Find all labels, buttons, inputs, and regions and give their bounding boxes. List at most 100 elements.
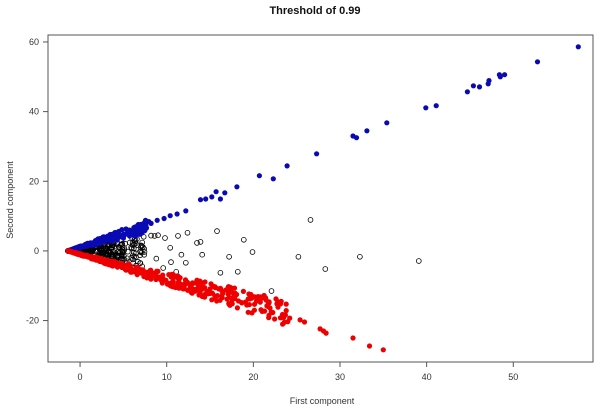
data-point — [276, 301, 282, 307]
data-point — [423, 105, 429, 111]
data-point — [217, 297, 223, 303]
data-point — [287, 315, 293, 321]
data-point — [142, 228, 148, 234]
data-point — [139, 244, 146, 251]
data-point — [256, 173, 262, 179]
data-point — [227, 302, 233, 308]
data-point — [120, 232, 126, 238]
data-point — [153, 255, 160, 262]
data-point — [322, 266, 329, 272]
data-point — [235, 268, 241, 275]
data-point — [119, 249, 126, 255]
data-point — [131, 245, 137, 252]
data-point — [203, 196, 209, 202]
data-point — [245, 296, 251, 302]
data-point — [124, 231, 130, 237]
data-point — [137, 260, 143, 266]
data-point — [384, 120, 390, 126]
data-point — [73, 250, 79, 256]
data-point — [148, 220, 154, 226]
data-point — [85, 241, 91, 247]
data-point — [283, 301, 289, 307]
data-point — [110, 260, 116, 266]
data-point — [112, 245, 119, 251]
data-point — [212, 284, 218, 290]
data-point — [214, 293, 221, 299]
data-point — [183, 259, 189, 266]
x-axis: 0 10 20 30 40 50 — [78, 362, 518, 382]
data-point — [168, 259, 174, 265]
data-point — [433, 103, 439, 109]
data-point — [141, 252, 148, 258]
data-point — [268, 288, 275, 294]
data-point — [239, 300, 245, 306]
data-point — [317, 326, 323, 332]
data-point — [177, 275, 183, 281]
data-point — [135, 222, 141, 228]
x-tick-label: 20 — [248, 372, 258, 382]
data-point — [141, 246, 148, 252]
data-point — [167, 245, 174, 251]
data-point — [217, 285, 224, 291]
data-point — [159, 278, 165, 284]
data-point — [109, 244, 115, 251]
data-point — [281, 319, 287, 325]
data-point — [234, 184, 240, 190]
data-point — [131, 269, 137, 275]
series-0a0ab4 — [65, 44, 581, 254]
data-point — [121, 247, 128, 253]
data-point — [415, 258, 422, 264]
data-point — [97, 235, 103, 242]
series-000000 — [65, 217, 422, 294]
data-point — [123, 226, 129, 232]
data-point — [476, 84, 483, 90]
data-point — [197, 197, 204, 203]
y-tick-label: 0 — [34, 246, 39, 256]
data-point — [284, 163, 290, 169]
data-point — [84, 252, 90, 258]
data-point — [234, 291, 240, 298]
data-point — [534, 59, 541, 65]
data-point — [364, 128, 370, 134]
data-point — [175, 233, 181, 239]
data-point — [200, 280, 206, 286]
data-point — [301, 319, 308, 325]
data-point — [125, 248, 131, 255]
data-point — [114, 234, 121, 240]
data-point — [151, 233, 158, 239]
data-point — [165, 280, 171, 286]
data-point — [267, 305, 273, 311]
data-point — [161, 215, 167, 222]
data-point — [167, 213, 173, 219]
data-point — [187, 282, 193, 288]
data-point — [194, 240, 200, 246]
data-points — [65, 44, 581, 353]
data-point — [199, 251, 206, 258]
data-point — [138, 226, 144, 232]
data-point — [124, 255, 130, 262]
x-tick-label: 0 — [78, 372, 83, 382]
y-tick-label: 40 — [29, 107, 39, 117]
data-point — [156, 274, 162, 280]
data-point — [225, 291, 231, 297]
data-point — [262, 308, 268, 314]
x-axis-label: First component — [290, 396, 355, 406]
data-point — [162, 235, 168, 241]
data-point — [90, 240, 96, 247]
data-point — [176, 285, 182, 291]
chart-title: Threshold of 0.99 — [269, 5, 361, 17]
data-point — [485, 81, 491, 87]
data-point — [575, 44, 581, 50]
data-point — [197, 239, 204, 245]
x-tick-label: 10 — [162, 372, 172, 382]
data-point — [222, 190, 228, 196]
data-point — [135, 264, 141, 270]
data-point — [95, 241, 101, 247]
data-point — [227, 286, 233, 292]
data-point — [357, 253, 363, 260]
data-point — [214, 228, 220, 234]
data-point — [119, 227, 125, 233]
data-point — [170, 281, 176, 287]
data-point — [234, 305, 240, 311]
y-tick-label: -20 — [26, 316, 39, 326]
